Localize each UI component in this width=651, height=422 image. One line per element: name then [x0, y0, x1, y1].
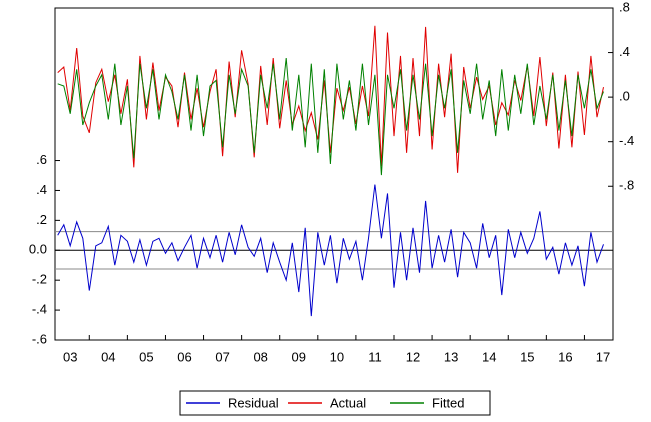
series-line — [57, 58, 604, 176]
y-tick-label: -.4 — [32, 302, 47, 317]
x-tick-label: 04 — [101, 349, 115, 364]
y2-tick-label: .0 — [619, 89, 630, 104]
legend-label: Residual — [228, 395, 279, 410]
x-tick-label: 14 — [482, 349, 496, 364]
legend-label: Actual — [330, 395, 366, 410]
legend-label: Fitted — [432, 395, 465, 410]
x-tick-label: 09 — [292, 349, 306, 364]
y2-tick-label: -.4 — [619, 133, 634, 148]
y-tick-label: 0.0 — [29, 242, 47, 257]
x-tick-label: 08 — [253, 349, 267, 364]
y-tick-label: -.2 — [32, 272, 47, 287]
x-tick-label: 12 — [406, 349, 420, 364]
x-tick-label: 06 — [177, 349, 191, 364]
x-tick-label: 17 — [596, 349, 610, 364]
y2-tick-label: .4 — [619, 44, 630, 59]
x-tick-label: 16 — [558, 349, 572, 364]
y-tick-label: .4 — [36, 182, 47, 197]
x-tick-label: 03 — [63, 349, 77, 364]
y2-tick-label: .8 — [619, 0, 630, 14]
x-tick-label: 13 — [444, 349, 458, 364]
x-tick-label: 11 — [368, 349, 382, 364]
y-tick-label: .2 — [36, 212, 47, 227]
x-tick-label: 07 — [215, 349, 229, 364]
legend — [179, 390, 491, 416]
y-tick-label: .6 — [36, 152, 47, 167]
x-tick-label: 05 — [139, 349, 153, 364]
x-tick-label: 10 — [330, 349, 344, 364]
x-tick-label: 15 — [520, 349, 534, 364]
y-tick-label: -.6 — [32, 331, 47, 346]
series-line — [57, 184, 604, 317]
y2-tick-label: -.8 — [619, 178, 634, 193]
plot-frame — [54, 7, 614, 341]
